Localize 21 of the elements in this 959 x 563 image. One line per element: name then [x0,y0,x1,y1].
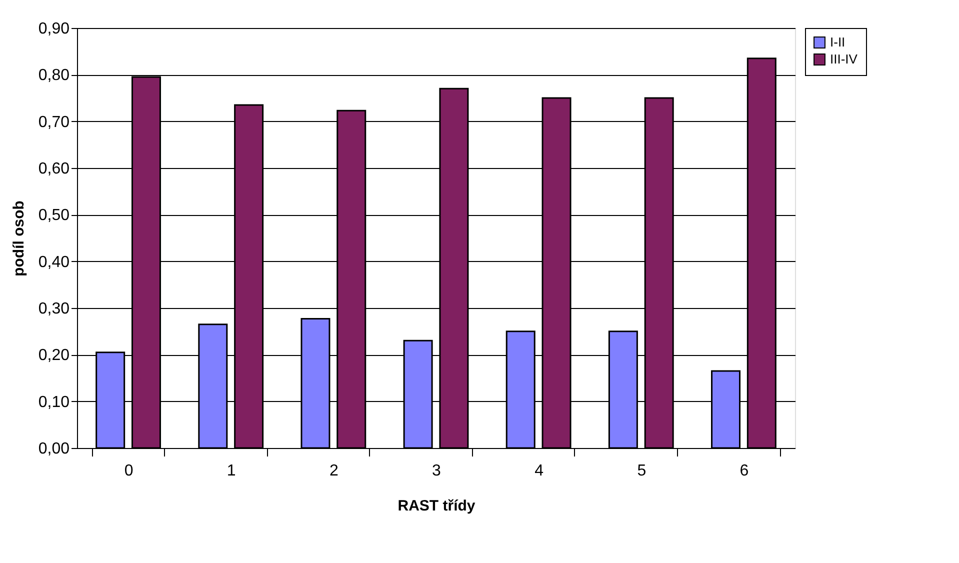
y-tick-label: 0,40 [38,254,70,271]
y-tick-label: 0,90 [38,20,70,38]
legend-label: I-II [830,34,846,50]
y-tick-label: 0,30 [38,300,70,318]
y-tick-label: 0,00 [38,440,70,458]
x-tick-label: 4 [534,462,544,480]
legend-label: III-IV [830,52,858,66]
x-tick-label: 1 [226,462,236,480]
x-tick-label: 6 [740,462,749,480]
x-tick-label: 5 [637,462,646,480]
y-axis-title: podíl osob [10,200,28,276]
x-tick-label: 2 [329,462,338,480]
x-axis-title: RAST třídy [398,498,476,514]
y-tick-label: 0,60 [38,160,70,178]
y-tick-label: 0,80 [38,67,70,84]
y-tick-label: 0,70 [38,114,70,131]
x-tick-label: 3 [432,462,442,480]
y-tick-label: 0,20 [38,347,70,364]
y-tick-label: 0,10 [38,394,70,411]
x-tick-label: 0 [124,462,134,480]
y-tick-label: 0,50 [38,207,70,224]
